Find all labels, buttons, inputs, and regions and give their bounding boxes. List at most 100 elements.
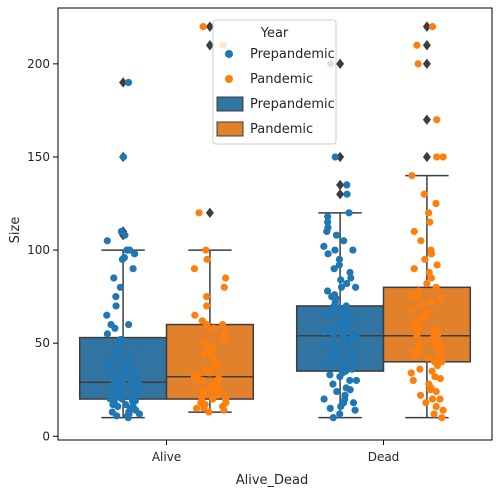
data-point (221, 274, 230, 282)
legend-box-marker (216, 121, 244, 137)
y-tick-label: 100 (27, 243, 50, 257)
data-point (433, 153, 441, 161)
data-point (221, 395, 230, 403)
data-point (198, 317, 206, 325)
data-point (416, 391, 425, 399)
data-point (417, 237, 425, 245)
data-point (191, 311, 199, 319)
data-point (426, 218, 434, 226)
data-point (110, 376, 118, 385)
data-point (215, 374, 223, 383)
data-point (430, 358, 439, 366)
data-point (414, 60, 422, 68)
outlier-marker (422, 40, 431, 51)
data-point (339, 332, 347, 340)
outlier-marker (119, 77, 128, 88)
data-point (320, 242, 328, 250)
data-point (110, 274, 118, 282)
points-dead-pandemic (407, 23, 447, 422)
data-point (423, 279, 431, 288)
data-point (414, 347, 422, 355)
data-point (432, 199, 440, 208)
data-point (103, 330, 111, 338)
points-dead-prepandemic (320, 60, 361, 422)
data-point (351, 406, 359, 414)
data-point (408, 306, 417, 314)
data-point (346, 268, 354, 277)
data-point (425, 209, 433, 217)
data-point (335, 255, 343, 263)
outlier-marker (205, 207, 214, 219)
data-point (416, 365, 424, 373)
y-tick-label: 50 (35, 336, 50, 350)
data-point (120, 253, 128, 262)
legend-dot-marker (225, 75, 233, 83)
data-point (436, 294, 444, 303)
data-point (209, 343, 217, 351)
data-point (119, 153, 128, 161)
data-point (332, 231, 341, 239)
data-point (422, 399, 430, 407)
data-point (326, 371, 334, 379)
data-point (220, 335, 228, 344)
data-point (407, 369, 415, 377)
data-point (324, 224, 332, 232)
data-point (324, 250, 332, 258)
data-point (431, 373, 439, 381)
data-point (337, 276, 345, 284)
data-point (413, 41, 421, 49)
data-point (409, 320, 417, 329)
data-point (347, 274, 355, 282)
plot-frame (57, 7, 493, 441)
legend-dot-marker (225, 50, 233, 58)
data-point (336, 319, 344, 327)
data-point (346, 347, 354, 355)
data-point (430, 410, 438, 418)
outlier-marker (422, 151, 431, 163)
data-point (432, 283, 440, 291)
data-point (433, 261, 441, 269)
outlier-marker (336, 179, 345, 191)
data-point (103, 237, 111, 245)
data-point (337, 283, 346, 291)
data-point (428, 395, 437, 403)
data-point (432, 326, 440, 334)
data-point (106, 395, 114, 403)
data-point (342, 302, 350, 310)
data-point (122, 401, 130, 409)
data-point (343, 190, 351, 198)
data-point (427, 298, 435, 306)
data-point (323, 287, 332, 295)
data-point (345, 209, 353, 217)
data-point (129, 402, 137, 411)
data-point (330, 339, 338, 347)
data-point (342, 384, 350, 392)
data-point (324, 212, 332, 221)
data-point (112, 293, 120, 301)
data-point (219, 320, 227, 329)
data-point (331, 153, 339, 161)
data-point (106, 358, 114, 366)
data-point (423, 309, 431, 317)
data-point (117, 376, 125, 385)
data-point (349, 399, 358, 407)
data-point (126, 350, 134, 358)
data-point (436, 352, 444, 360)
data-point (336, 410, 344, 418)
data-point (409, 376, 417, 385)
legend-box-marker (216, 96, 244, 112)
data-point (438, 414, 446, 422)
data-point (351, 283, 360, 291)
data-point (417, 302, 425, 310)
box-iqr (382, 286, 472, 363)
data-point (408, 171, 416, 180)
data-point (350, 315, 358, 323)
data-point (348, 365, 356, 373)
data-point (194, 371, 202, 379)
data-point (333, 387, 341, 396)
data-point (202, 246, 210, 254)
data-point (320, 328, 328, 336)
data-point (343, 279, 351, 288)
points-alive-pandemic (190, 23, 230, 416)
